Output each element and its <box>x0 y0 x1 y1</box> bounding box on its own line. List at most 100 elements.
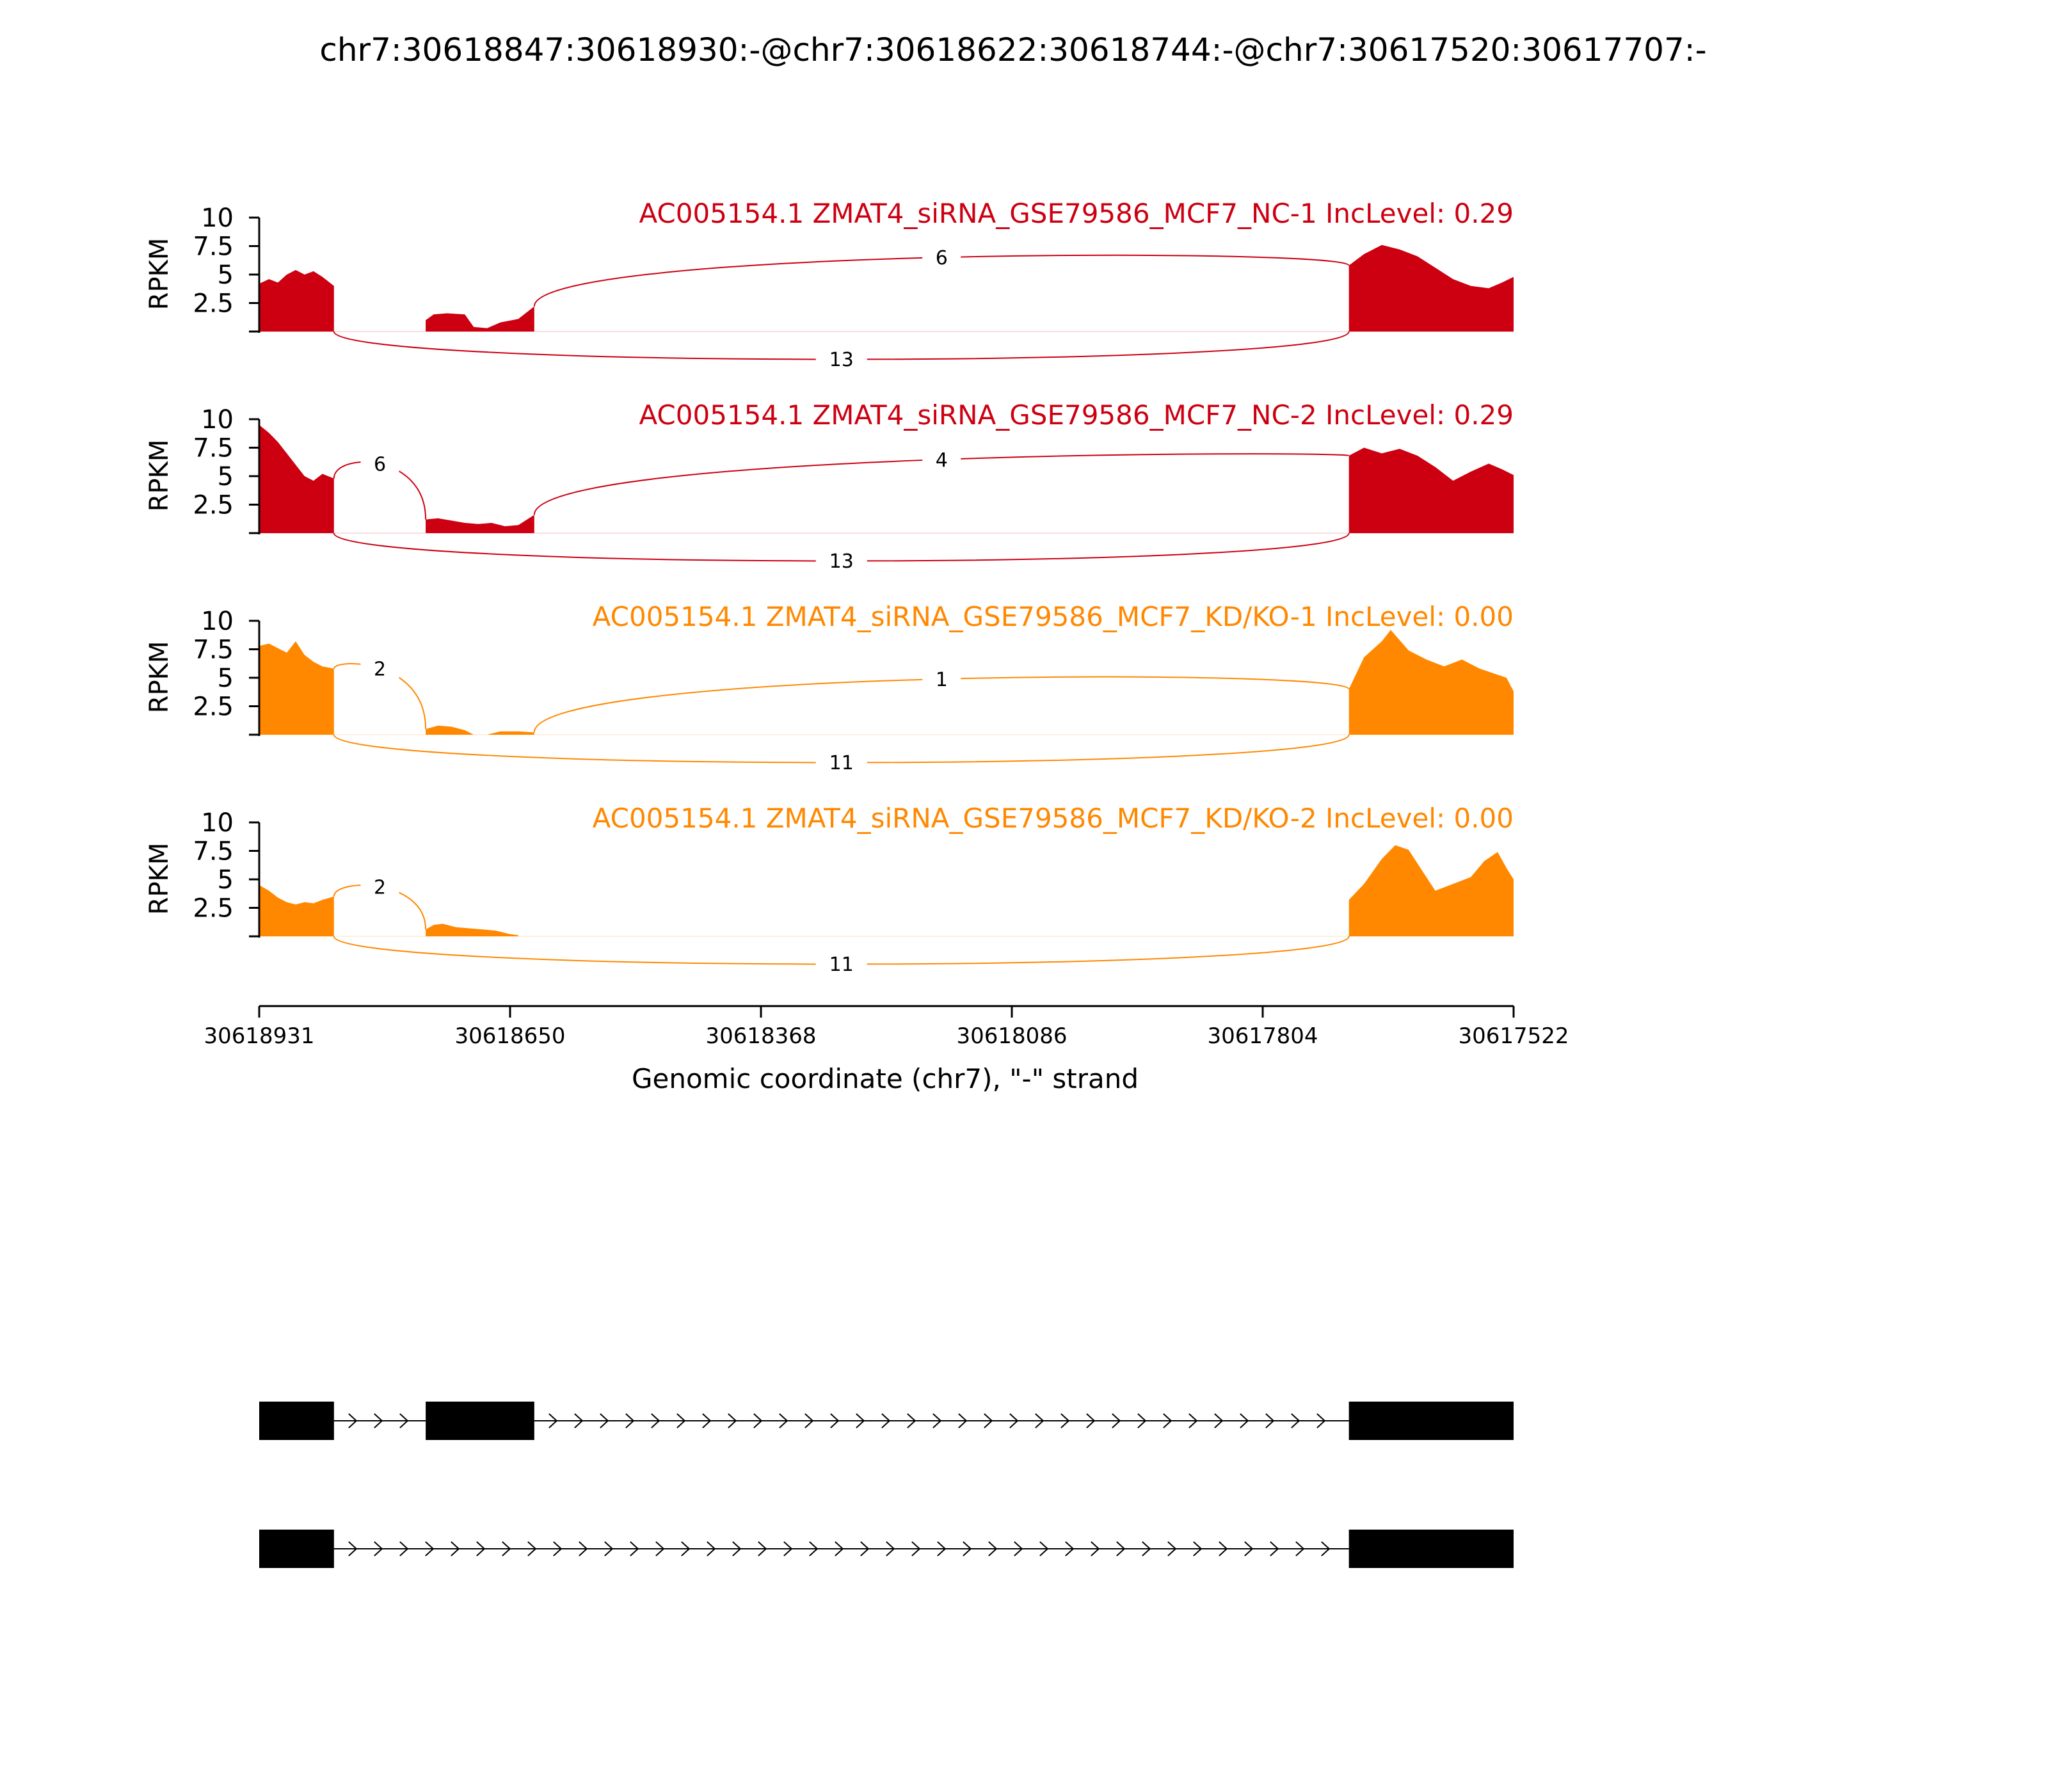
coverage-area <box>426 306 534 332</box>
y-axis-label: RPKM <box>145 843 174 915</box>
junction-label-bg <box>922 667 961 691</box>
junction-count-label: 13 <box>829 349 854 371</box>
strand-chevron <box>1086 1413 1096 1428</box>
strand-chevron <box>1039 1541 1049 1556</box>
x-axis: 30618931 30618650 30618368 30618086 30617804… <box>204 1005 1569 1049</box>
strand-chevron <box>1014 1541 1023 1556</box>
track-2: 6 4 13 2.557.510 RPKM AC005154.1 ZMAT4_siRNA_… <box>145 399 1514 573</box>
strand-chevron <box>1214 1413 1224 1428</box>
x-tick-label: 30617804 <box>1207 1023 1318 1049</box>
junction-count-label: 11 <box>829 954 854 976</box>
junction-label-bg <box>815 751 867 774</box>
strand-chevron <box>809 1541 819 1556</box>
track-title: AC005154.1 ZMAT4_siRNA_GSE79586_MCF7_KD/… <box>593 803 1514 834</box>
junction-label-bg <box>360 657 399 680</box>
junction-count-label: 11 <box>829 752 854 774</box>
track-title: AC005154.1 ZMAT4_siRNA_GSE79586_MCF7_NC-… <box>639 399 1514 431</box>
strand-chevron <box>1060 1413 1070 1428</box>
coverage-area <box>259 641 334 735</box>
strand-chevron <box>860 1541 870 1556</box>
strand-chevron <box>1112 1413 1121 1428</box>
strand-chevron <box>548 1413 558 1428</box>
strand-chevron <box>1270 1541 1279 1556</box>
coverage-area <box>259 884 334 936</box>
junction-label-bg <box>815 549 867 572</box>
coverage-area <box>426 725 534 735</box>
strand-chevron <box>1193 1541 1203 1556</box>
y-tick-label: 5 <box>218 462 234 492</box>
strand-chevron <box>830 1413 840 1428</box>
strand-chevron <box>804 1413 814 1428</box>
track-title: AC005154.1 ZMAT4_siRNA_GSE79586_MCF7_NC-… <box>639 198 1514 229</box>
junction-count-label: 1 <box>936 669 948 691</box>
coverage-area <box>259 269 334 332</box>
strand-chevron <box>702 1413 712 1428</box>
chart-title: chr7:30618847:30618930:-@chr7:30618622:3… <box>319 31 1706 68</box>
strand-chevron <box>374 1413 383 1428</box>
coverage-area <box>426 924 518 936</box>
strand-chevron <box>579 1541 588 1556</box>
strand-chevron <box>676 1413 686 1428</box>
strand-chevron <box>1291 1413 1300 1428</box>
strand-chevron <box>1167 1541 1177 1556</box>
strand-chevron <box>374 1541 383 1556</box>
strand-chevron <box>1009 1413 1019 1428</box>
strand-chevron <box>1137 1413 1147 1428</box>
junction-count-label: 2 <box>374 877 386 899</box>
strand-chevron <box>1321 1541 1331 1556</box>
strand-chevron <box>937 1541 947 1556</box>
gene-structures <box>259 1402 1514 1568</box>
x-tick-label: 30618650 <box>454 1023 565 1049</box>
strand-chevron <box>502 1541 511 1556</box>
strand-chevron <box>779 1413 788 1428</box>
exon-block <box>1348 1530 1514 1568</box>
strand-chevron <box>728 1413 737 1428</box>
junction-label-bg <box>815 348 867 371</box>
strand-chevron <box>1240 1413 1249 1428</box>
strand-chevron <box>988 1541 998 1556</box>
y-tick-label: 2.5 <box>193 289 234 319</box>
strand-chevron <box>600 1413 609 1428</box>
junction-label-bg <box>815 952 867 975</box>
junction-count-label: 6 <box>936 247 948 269</box>
y-tick-label: 2.5 <box>193 491 234 520</box>
junction-label-bg <box>360 875 399 899</box>
strand-chevron <box>348 1541 358 1556</box>
strand-chevron <box>984 1413 993 1428</box>
strand-chevron <box>753 1413 763 1428</box>
x-tick-label: 30617522 <box>1458 1023 1569 1049</box>
strand-chevron <box>630 1541 639 1556</box>
strand-chevron <box>553 1541 563 1556</box>
strand-chevron <box>399 1541 409 1556</box>
junction-count-label: 13 <box>829 550 854 573</box>
y-tick-label: 7.5 <box>193 837 234 867</box>
junction-count-label: 6 <box>374 454 386 476</box>
strand-chevron <box>348 1413 358 1428</box>
coverage-area <box>259 424 334 533</box>
y-tick-label: 7.5 <box>193 232 234 262</box>
strand-chevron <box>1035 1413 1044 1428</box>
strand-chevron <box>527 1541 537 1556</box>
coverage-area <box>1348 244 1514 332</box>
strand-chevron <box>886 1541 895 1556</box>
strand-chevron <box>1219 1541 1228 1556</box>
strand-chevron <box>958 1413 968 1428</box>
strand-chevron <box>1295 1541 1305 1556</box>
y-tick-label: 5 <box>218 260 234 290</box>
strand-chevron <box>1116 1541 1126 1556</box>
strand-chevron <box>835 1541 844 1556</box>
exon-block <box>259 1402 334 1440</box>
strand-chevron <box>655 1541 665 1556</box>
y-tick-label: 5 <box>218 664 234 693</box>
track-4: 2 11 2.557.510 RPKM AC005154.1 ZMAT4_siRNA_G… <box>145 803 1514 976</box>
x-tick-label: 30618086 <box>956 1023 1067 1049</box>
strand-chevron <box>963 1541 972 1556</box>
strand-chevron <box>732 1541 742 1556</box>
strand-chevron <box>783 1541 793 1556</box>
strand-chevron <box>1265 1413 1275 1428</box>
track-1: 6 13 2.557.510 RPKM AC005154.1 ZMAT4_siRNA_G… <box>145 198 1514 371</box>
x-tick-label: 30618931 <box>204 1023 314 1049</box>
strand-chevron <box>476 1541 486 1556</box>
y-tick-label: 10 <box>201 607 234 636</box>
